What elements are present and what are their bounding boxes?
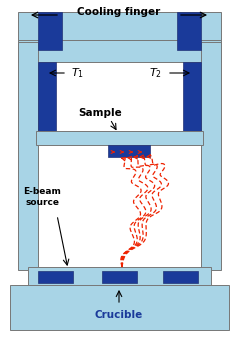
Bar [177, 12, 201, 50]
Bar [201, 42, 221, 270]
Bar [102, 271, 137, 283]
Bar [38, 12, 62, 50]
Bar [18, 42, 38, 270]
Bar [28, 267, 211, 287]
Text: Sample: Sample [78, 108, 122, 118]
Text: Crucible: Crucible [95, 310, 143, 320]
Bar [38, 271, 73, 283]
Bar [163, 271, 198, 283]
Bar [36, 131, 203, 145]
Bar [18, 12, 221, 40]
Bar [183, 62, 201, 135]
Bar [38, 62, 56, 135]
Text: Cooling finger: Cooling finger [77, 7, 161, 17]
Bar [108, 145, 150, 157]
Bar [10, 285, 229, 330]
Text: E-beam
source: E-beam source [23, 187, 61, 207]
Text: $T_2$: $T_2$ [148, 66, 162, 80]
Text: $T_1$: $T_1$ [71, 66, 85, 80]
Bar [18, 40, 221, 62]
